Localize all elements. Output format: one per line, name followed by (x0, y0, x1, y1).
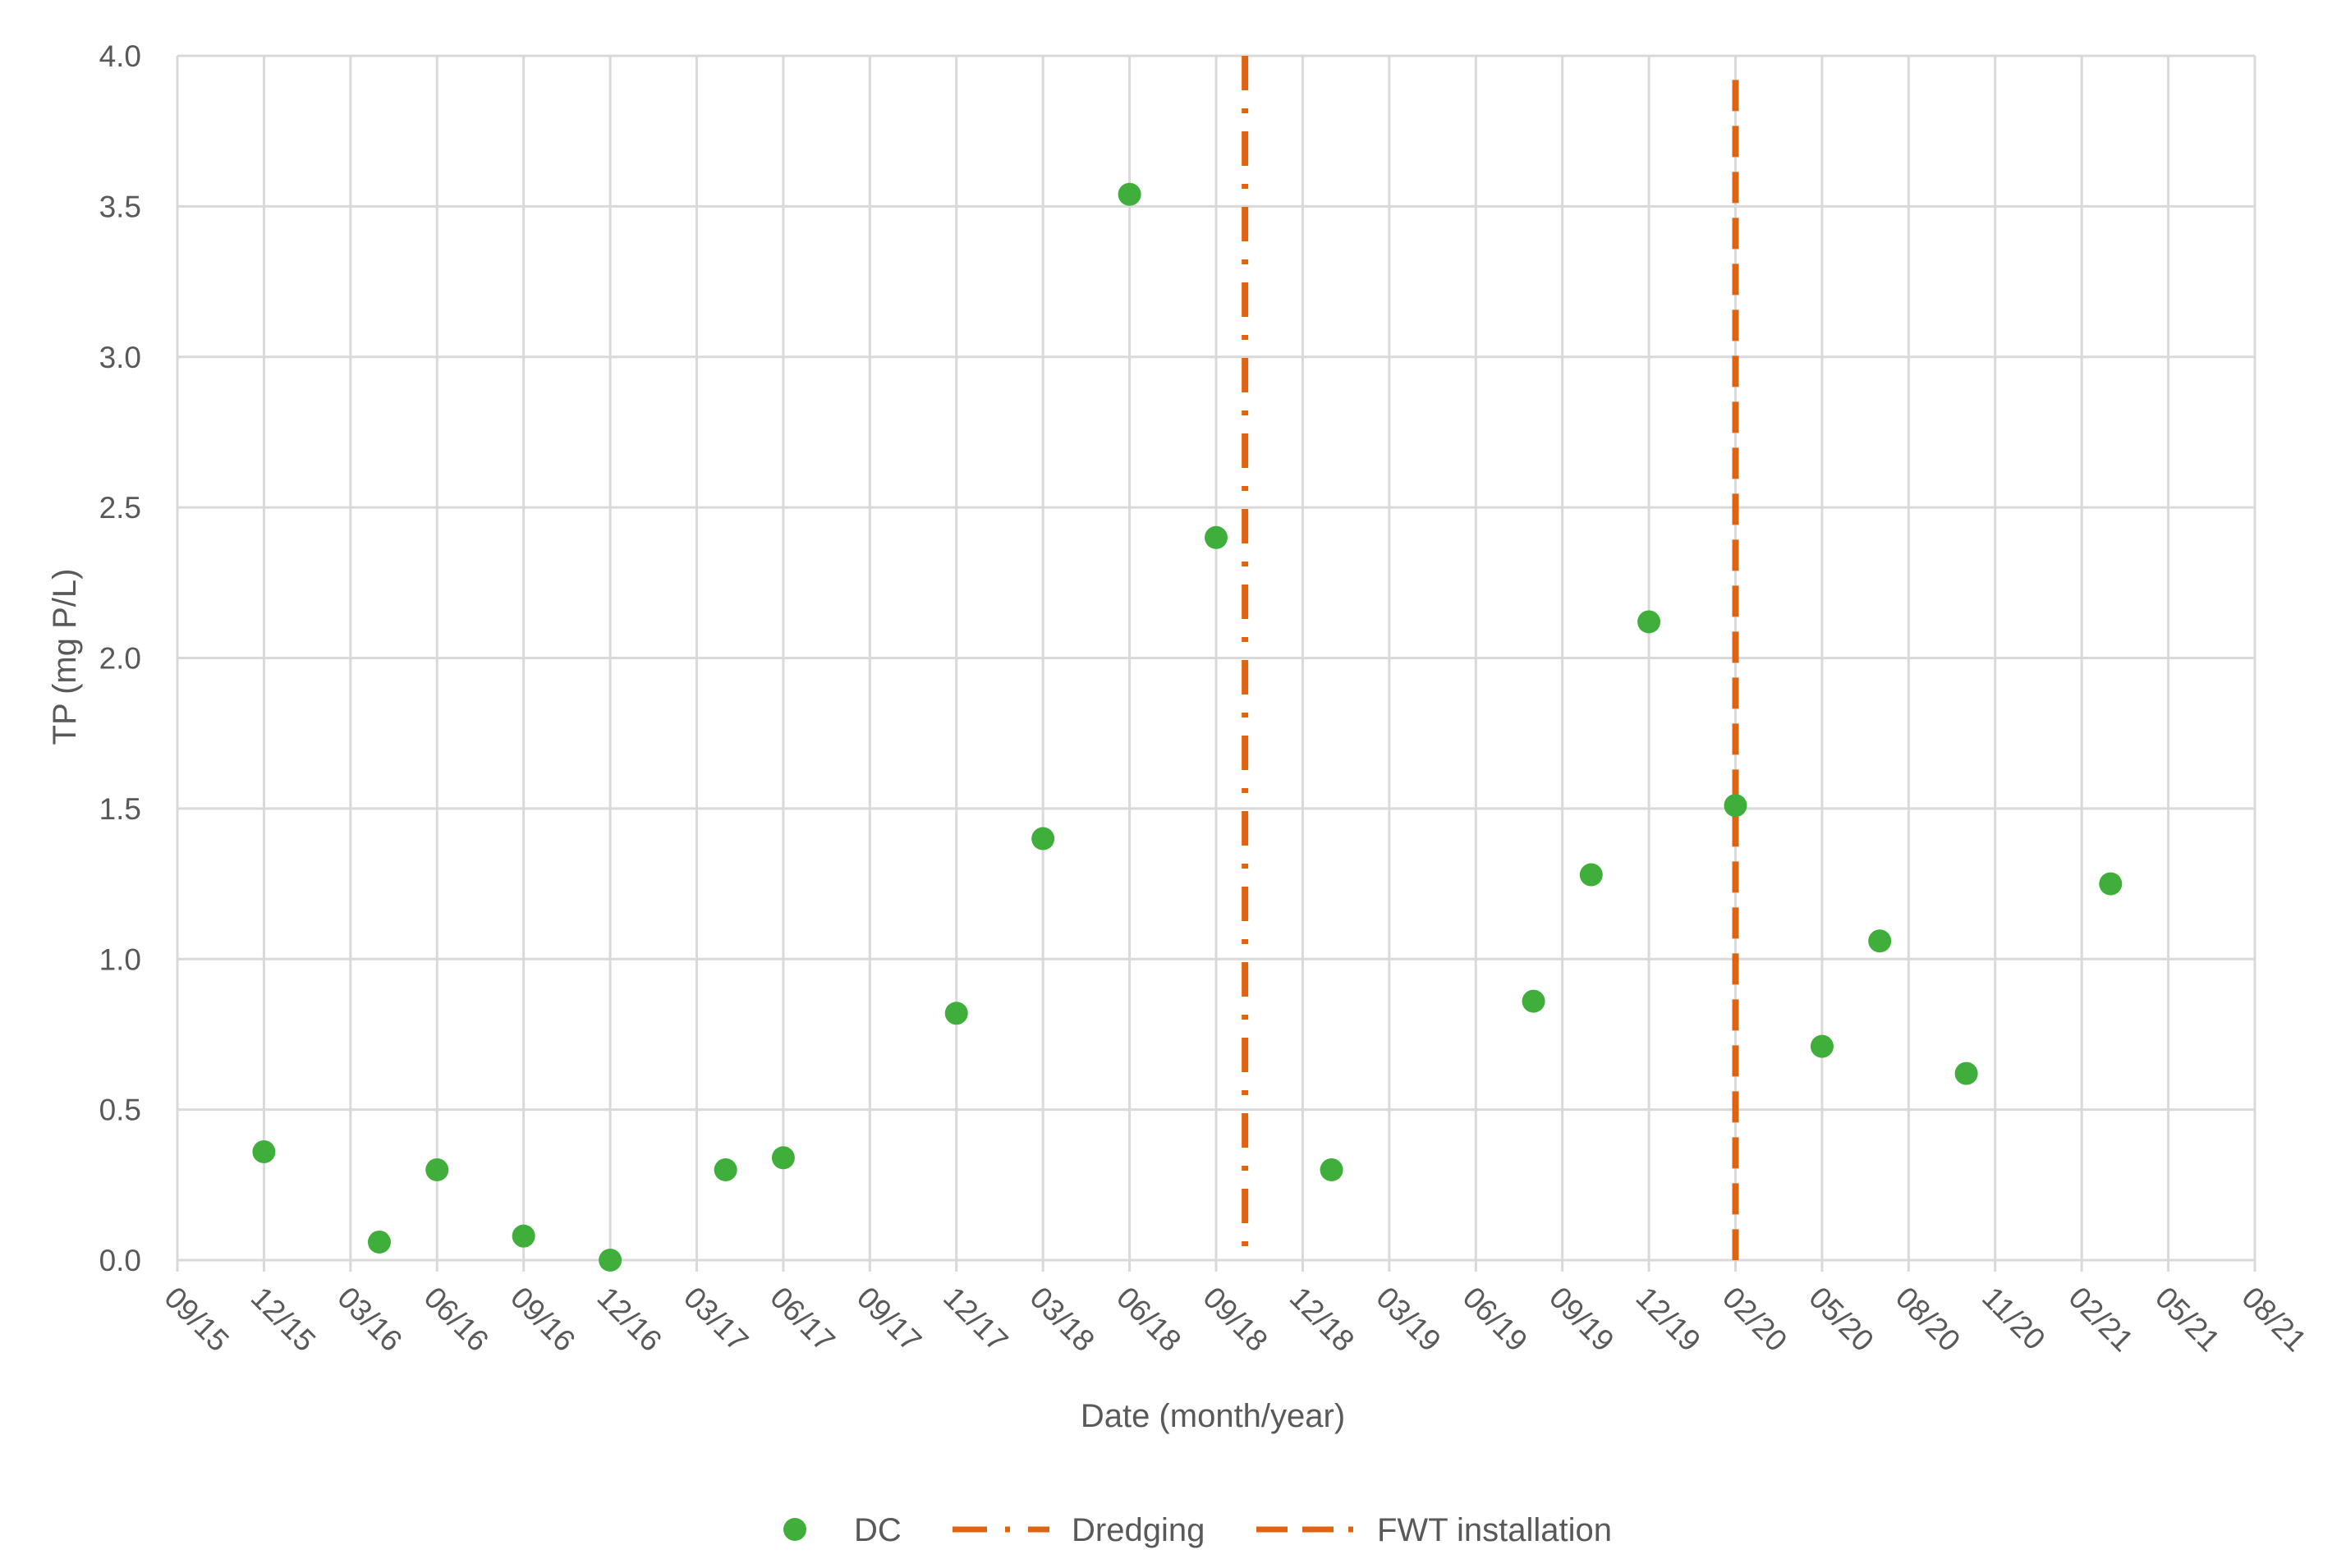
data-point-dc (1810, 1034, 1834, 1058)
x-tick-label: 05/20 (1802, 1281, 1880, 1358)
data-point-dc (512, 1224, 535, 1248)
x-tick-label: 09/18 (1196, 1281, 1274, 1358)
y-tick-label: 4.0 (99, 39, 141, 73)
data-point-dc (367, 1230, 391, 1254)
y-tick-label: 0.0 (99, 1244, 141, 1277)
y-tick-label: 2.5 (99, 491, 141, 525)
reference-lines (1242, 56, 1739, 1260)
legend-fwt-label: FWT installation (1377, 1512, 1612, 1548)
data-point-dc (1954, 1061, 1978, 1085)
x-tick-label: 09/15 (158, 1281, 235, 1358)
x-tick-label: 08/20 (1889, 1281, 1967, 1358)
y-tick-label: 2.0 (99, 642, 141, 676)
y-tick-label: 3.0 (99, 341, 141, 374)
x-tick-label: 11/20 (1976, 1281, 2052, 1357)
data-point-dc (425, 1158, 449, 1181)
x-tick-label: 12/18 (1283, 1281, 1361, 1358)
data-point-dc (1031, 827, 1055, 850)
x-tick-label: 09/19 (1543, 1281, 1620, 1358)
x-tick-label: 06/19 (1457, 1281, 1534, 1358)
data-point-dc (1118, 182, 1141, 206)
data-point-dc (252, 1139, 276, 1163)
data-point-dc (1724, 794, 1747, 818)
legend-dc-label: DC (854, 1512, 902, 1548)
x-tick-label: 12/15 (245, 1281, 322, 1358)
x-tick-label: 12/19 (1629, 1281, 1706, 1358)
data-point-dc (599, 1249, 622, 1272)
gridlines (176, 54, 2256, 1272)
y-tick-label: 1.5 (99, 792, 141, 826)
x-tick-label: 03/17 (677, 1281, 755, 1358)
x-tick-label: 12/16 (590, 1281, 668, 1358)
y-tick-label: 3.5 (99, 190, 141, 223)
data-point-dc (1868, 929, 1892, 953)
data-point-dc (771, 1146, 795, 1170)
data-point-dc (2099, 872, 2123, 896)
x-tick-label: 03/18 (1024, 1281, 1101, 1358)
data-point-dc (1205, 525, 1228, 549)
x-tick-label: 03/19 (1370, 1281, 1447, 1358)
y-tick-labels: 0.0 0.5 1.0 1.5 2.0 2.5 3.0 3.5 4.0 (99, 39, 141, 1277)
data-point-dc (714, 1158, 737, 1181)
legend-dredging-label: Dredging (1072, 1512, 1205, 1548)
y-tick-label: 1.0 (99, 942, 141, 976)
x-tick-label: 05/21 (2149, 1281, 2226, 1358)
y-tick-label: 0.5 (99, 1093, 141, 1127)
legend: DC Dredging FWT installation (783, 1512, 1612, 1548)
x-tick-label: 03/16 (331, 1281, 408, 1358)
x-tick-label: 02/20 (1716, 1281, 1793, 1358)
x-axis-title: Date (month/year) (1081, 1398, 1345, 1434)
data-point-dc (1320, 1158, 1343, 1181)
x-tick-label: 02/21 (2063, 1281, 2140, 1358)
x-tick-label: 06/17 (764, 1281, 841, 1358)
x-tick-label: 12/17 (937, 1281, 1014, 1358)
x-tick-label: 06/16 (418, 1281, 495, 1358)
data-point-dc (1637, 610, 1661, 634)
y-axis-title: TP (mg P/L) (47, 569, 83, 745)
data-points (252, 182, 2123, 1272)
x-tick-labels: 09/15 12/15 03/16 06/16 09/16 12/16 03/17 06/17… (158, 1281, 2312, 1358)
legend-dc-marker (783, 1518, 806, 1541)
data-point-dc (944, 1002, 968, 1025)
x-tick-label: 08/21 (2235, 1281, 2312, 1358)
x-tick-label: 09/16 (504, 1281, 581, 1358)
data-point-dc (1579, 863, 1603, 887)
x-tick-label: 06/18 (1110, 1281, 1187, 1358)
x-tick-label: 09/17 (851, 1281, 928, 1358)
data-point-dc (1522, 989, 1545, 1013)
